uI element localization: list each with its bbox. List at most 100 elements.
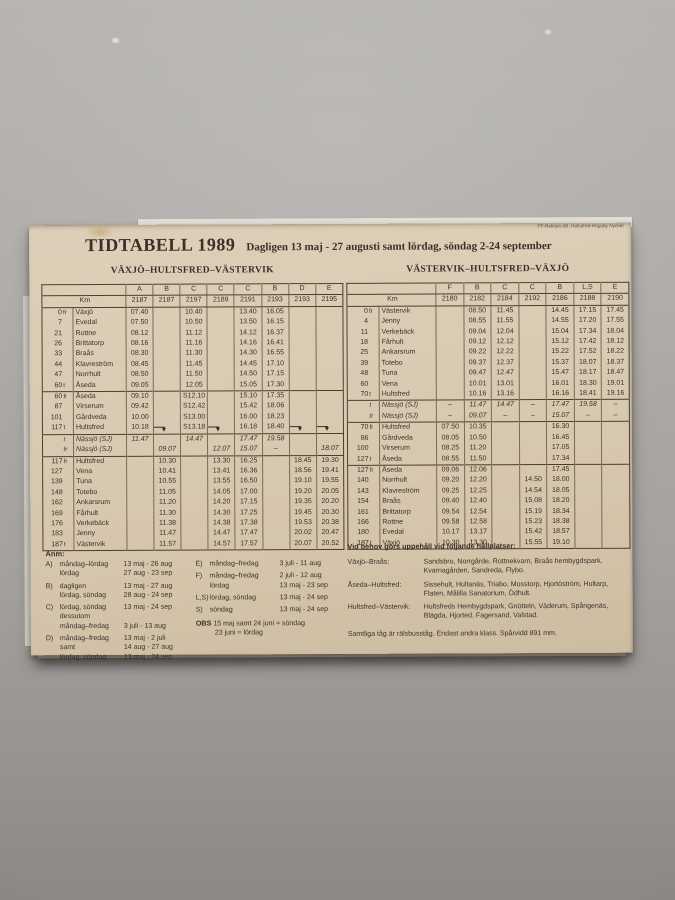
time-cell: S12.42 xyxy=(180,402,208,413)
time-cell: 18.47 xyxy=(601,367,630,379)
time-cell: 16.00 xyxy=(234,412,262,423)
station-row: fr Nässjö (SJ) –09.07– –15.07– – xyxy=(347,410,630,423)
timetable-grid: F B C C B L,S E Km 2180 2182 2184 2192 2186 2188 2190 0… xyxy=(346,281,631,551)
arrival-departure-marker xyxy=(62,318,73,328)
time-cell xyxy=(207,380,235,392)
time-cell: 09.25 xyxy=(436,486,465,497)
footnote-dates xyxy=(124,612,188,622)
time-cell xyxy=(518,316,547,327)
time-cell xyxy=(602,495,630,507)
time-cell xyxy=(181,528,209,540)
time-cell xyxy=(288,338,316,349)
time-cell: 17.00 xyxy=(235,487,263,498)
time-cell: 17.30 xyxy=(261,379,289,391)
time-cell: 14.45 xyxy=(234,359,262,370)
time-cell: 14.47 xyxy=(491,400,520,412)
time-cell: 10.30 xyxy=(153,455,181,467)
time-cell: 18.22 xyxy=(601,347,630,358)
footnotes-heading: Anm: xyxy=(45,549,65,559)
km-value: 100 xyxy=(356,444,369,452)
time-cell xyxy=(436,327,464,338)
footnote-body: dagligen 13 maj - 27 aug lördag, söndag 28 … xyxy=(60,581,188,600)
footnote-line: måndag–fredag 3 juli - 11 aug xyxy=(210,559,344,569)
station-name: Hultsfred xyxy=(73,455,127,468)
time-cell: 18.41 xyxy=(574,388,602,400)
time-cell xyxy=(601,453,630,465)
arrival-departure-marker xyxy=(369,487,380,497)
time-cell xyxy=(436,347,464,359)
time-cell: 12.54 xyxy=(464,506,492,518)
station-name: Åseda xyxy=(73,380,127,392)
time-cell: 13.17 xyxy=(464,527,493,539)
footnote-body: måndag–lördag 13 maj - 26 aug lördag 27 aug… xyxy=(60,560,188,579)
time-cell: 20.20 xyxy=(316,497,344,508)
km-value: 86 xyxy=(360,434,369,442)
km-value xyxy=(347,400,369,412)
train-number: 2192 xyxy=(518,293,547,306)
time-cell: 18.40 xyxy=(261,422,290,434)
station-name: Norrhult xyxy=(73,370,127,381)
time-cell xyxy=(153,306,181,318)
time-cell: 08.25 xyxy=(436,443,465,455)
arrival-departure-marker xyxy=(369,507,380,517)
time-cell xyxy=(207,422,235,434)
time-cell: 11.16 xyxy=(180,338,208,350)
footnote-item: C) lördag, söndag 13 maj - 24 sep dessutom m… xyxy=(46,603,188,632)
time-cell: 10.40 xyxy=(180,306,208,318)
footnote-days: lördag xyxy=(209,582,230,590)
time-cell: 11.05 xyxy=(153,487,181,498)
time-cell xyxy=(602,506,630,517)
km-value xyxy=(42,434,63,446)
time-cell: 08.30 xyxy=(126,349,154,360)
time-cell: 10.41 xyxy=(153,466,181,478)
footnote-days: måndag–fredag xyxy=(209,560,259,568)
arrival-departure-marker: fr xyxy=(62,391,74,403)
time-cell xyxy=(315,317,344,328)
time-cell: 12.22 xyxy=(491,347,519,359)
time-cell xyxy=(207,433,235,445)
column-letter: L,S xyxy=(573,282,602,294)
time-cell: 19.41 xyxy=(316,465,344,477)
footnote-dates: 27 aug - 23 sep xyxy=(123,569,173,578)
footnote-item: D) måndag–fredag 13 maj - 2 juli samt 14 aug… xyxy=(46,634,188,663)
time-cell: 15.05 xyxy=(234,379,262,391)
footnote-letter: C) xyxy=(45,604,54,612)
station-name: Åseda xyxy=(379,454,437,466)
time-cell xyxy=(518,337,547,348)
time-cell xyxy=(316,390,344,402)
column-letter: E xyxy=(601,282,629,294)
time-cell xyxy=(315,327,344,339)
arrival-departure-marker xyxy=(368,348,379,358)
time-cell: 14.05 xyxy=(208,487,236,498)
station-row: 117 t Hultsfred 10.18 S13.18 16.18 18.40 xyxy=(42,422,344,435)
time-cell: 18.23 xyxy=(261,412,290,423)
time-cell: 14.16 xyxy=(234,338,262,349)
right-timetable: F B C C B L,S E Km 2180 2182 2184 2192 2186 2188 2190 0… xyxy=(346,281,631,551)
arrival-departure-marker xyxy=(62,413,73,423)
time-cell: 11.12 xyxy=(180,328,208,339)
arrival-departure-marker: fr xyxy=(63,446,68,454)
time-cell: 09.07 xyxy=(153,444,181,456)
footnote-item: E) måndag–fredag 3 juli - 11 aug xyxy=(196,559,344,569)
rolling-stock-note: Samtliga tåg är rälsbusståg. Endast andr… xyxy=(347,630,557,638)
arrival-departure-marker xyxy=(369,476,380,486)
time-cell xyxy=(289,433,317,445)
km-value: 4 xyxy=(364,318,369,326)
time-cell: 17.45 xyxy=(601,305,629,317)
station-name: Braås xyxy=(379,496,437,508)
time-cell xyxy=(207,328,235,339)
time-cell: – xyxy=(601,410,630,422)
obs-label: OBS xyxy=(195,618,212,628)
time-cell xyxy=(207,348,235,360)
time-cell: 17.15 xyxy=(573,305,602,317)
time-cell xyxy=(436,368,464,380)
time-cell: 09.05 xyxy=(126,380,154,392)
time-cell: 08.55 xyxy=(436,453,465,465)
time-cell xyxy=(518,326,547,338)
time-cell xyxy=(601,442,630,454)
column-letter: C xyxy=(518,282,547,295)
time-cell xyxy=(491,506,520,518)
footnote-days: måndag–fredag xyxy=(209,572,259,580)
footnotes-column-2: E) måndag–fredag 3 juli - 11 aug F) måndag–f… xyxy=(196,559,344,618)
time-cell: 09.04 xyxy=(463,326,492,338)
